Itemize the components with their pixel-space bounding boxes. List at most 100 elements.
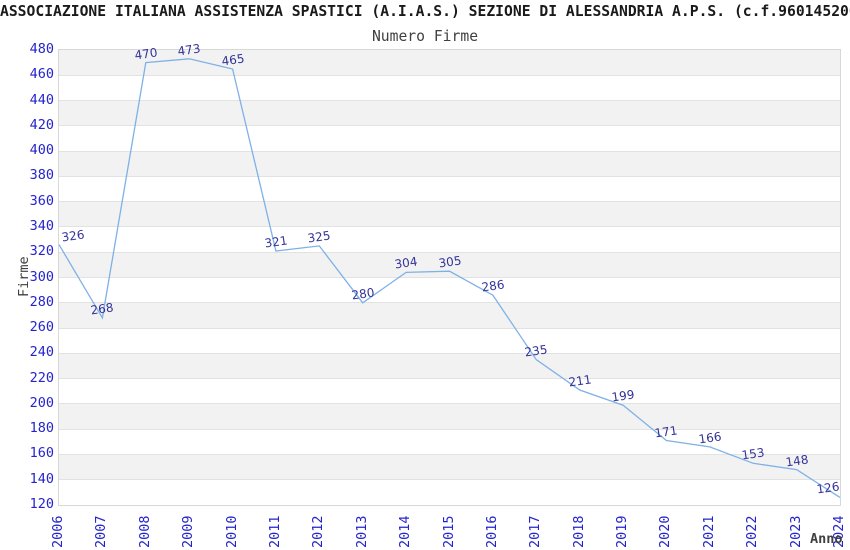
- point-value-label: 280: [350, 285, 376, 303]
- grid-band: [59, 226, 840, 253]
- grid-band: [59, 277, 840, 303]
- point-value-label: 286: [480, 277, 506, 295]
- y-tick-label: 380: [29, 167, 54, 184]
- x-tick-label: 2018: [570, 515, 587, 548]
- grid-band: [59, 403, 840, 430]
- gridline: [59, 74, 840, 76]
- grid-band: [59, 353, 840, 379]
- point-value-label: 470: [133, 45, 159, 63]
- chart-subtitle: Numero Firme: [371, 28, 479, 45]
- x-tick-label: 2013: [353, 515, 370, 548]
- point-value-label: 126: [815, 479, 841, 497]
- x-tick-label: 2010: [223, 515, 240, 548]
- gridline: [59, 403, 840, 405]
- point-value-label: 268: [90, 300, 115, 318]
- gridline: [59, 251, 840, 253]
- x-tick-label: 2007: [93, 515, 110, 548]
- y-tick-label: 180: [29, 420, 54, 437]
- x-tick-label: 2011: [266, 515, 283, 548]
- point-value-label: 148: [784, 452, 809, 470]
- y-tick-label: 260: [29, 319, 54, 336]
- point-value-label: 153: [740, 445, 766, 463]
- point-value-label: 166: [697, 429, 723, 447]
- gridline: [59, 479, 840, 481]
- y-tick-label: 480: [29, 41, 54, 57]
- point-value-label: 321: [263, 233, 289, 251]
- x-tick-label: 2021: [700, 515, 717, 548]
- y-tick-label: 440: [29, 91, 54, 108]
- x-tick-label: 2008: [136, 515, 153, 548]
- y-tick-label: 240: [29, 344, 54, 361]
- y-tick-label: 340: [29, 217, 54, 234]
- grid-band: [59, 50, 840, 76]
- grid-band: [59, 378, 840, 404]
- point-value-label: 325: [307, 228, 332, 246]
- y-tick-label: 140: [29, 470, 54, 487]
- grid-band: [59, 100, 840, 126]
- x-tick-label: 2015: [440, 515, 457, 548]
- grid-bands: [59, 50, 840, 505]
- x-axis-label: Anno: [810, 531, 843, 547]
- data-labels-layer: 326 268 470 473 465 321 325 280 304 305 286 235 211 1…: [59, 41, 841, 505]
- gridline: [59, 150, 840, 152]
- y-tick-label: 400: [29, 142, 54, 159]
- x-tick-label: 2022: [744, 515, 761, 548]
- gridline: [59, 125, 840, 127]
- grid-band: [59, 479, 840, 505]
- gridline: [59, 453, 840, 455]
- x-tick-label: 2016: [483, 515, 500, 548]
- x-tick-label: 2009: [180, 515, 197, 548]
- point-value-label: 473: [176, 41, 202, 59]
- grid-band: [59, 302, 840, 329]
- gridline: [59, 378, 840, 380]
- y-tick-label: 360: [29, 192, 54, 209]
- grid-band: [59, 176, 840, 202]
- gridline: [59, 201, 840, 203]
- point-value-label: 171: [654, 423, 679, 441]
- y-tick-label: 460: [29, 66, 54, 83]
- grid-band: [59, 454, 840, 480]
- y-tick-label: 420: [29, 116, 54, 133]
- y-tick-label: 200: [29, 394, 54, 411]
- x-tick-label: 2006: [50, 515, 66, 548]
- gridline: [59, 428, 840, 430]
- grid-band: [59, 125, 840, 152]
- y-tick-label: 160: [29, 445, 54, 462]
- grid-band: [59, 328, 840, 354]
- gridline: [59, 352, 840, 354]
- y-tick-label: 300: [29, 268, 54, 285]
- grid-band: [59, 429, 840, 455]
- gridline: [59, 100, 840, 102]
- x-tick-label: 2020: [657, 515, 674, 548]
- x-tick-label: 2012: [310, 515, 327, 548]
- chart-title: ASSOCIAZIONE ITALIANA ASSISTENZA SPASTIC…: [0, 3, 850, 20]
- point-value-label: 199: [610, 387, 636, 405]
- gridline: [59, 327, 840, 329]
- gridline: [59, 302, 840, 304]
- line-series-svg: [58, 58, 841, 498]
- point-value-label: 235: [523, 342, 549, 360]
- point-value-label: 465: [220, 51, 245, 69]
- y-axis-label: Firme: [16, 256, 32, 297]
- gridline: [59, 175, 840, 177]
- gridline: [59, 226, 840, 228]
- grid-band: [59, 151, 840, 177]
- gridline: [59, 277, 840, 278]
- y-tick-label: 220: [29, 369, 54, 386]
- x-tick-label: 2014: [397, 515, 414, 548]
- grid-band: [59, 201, 840, 227]
- grid-band: [59, 252, 840, 278]
- x-tick-label: 2017: [527, 515, 544, 548]
- point-value-label: 305: [437, 253, 462, 271]
- y-tick-label: 120: [29, 496, 54, 512]
- plot-area: 326 268 470 473 465 321 325 280 304 305 286 235 211 1…: [58, 41, 841, 506]
- point-value-label: 326: [60, 227, 86, 245]
- y-tick-label: 280: [29, 293, 54, 310]
- point-value-label: 304: [393, 254, 419, 272]
- grid-band: [59, 75, 840, 101]
- series-line: [58, 58, 841, 498]
- x-tick-label: 2023: [787, 515, 804, 548]
- x-tick-label: 2019: [614, 515, 631, 548]
- point-value-label: 211: [567, 372, 592, 390]
